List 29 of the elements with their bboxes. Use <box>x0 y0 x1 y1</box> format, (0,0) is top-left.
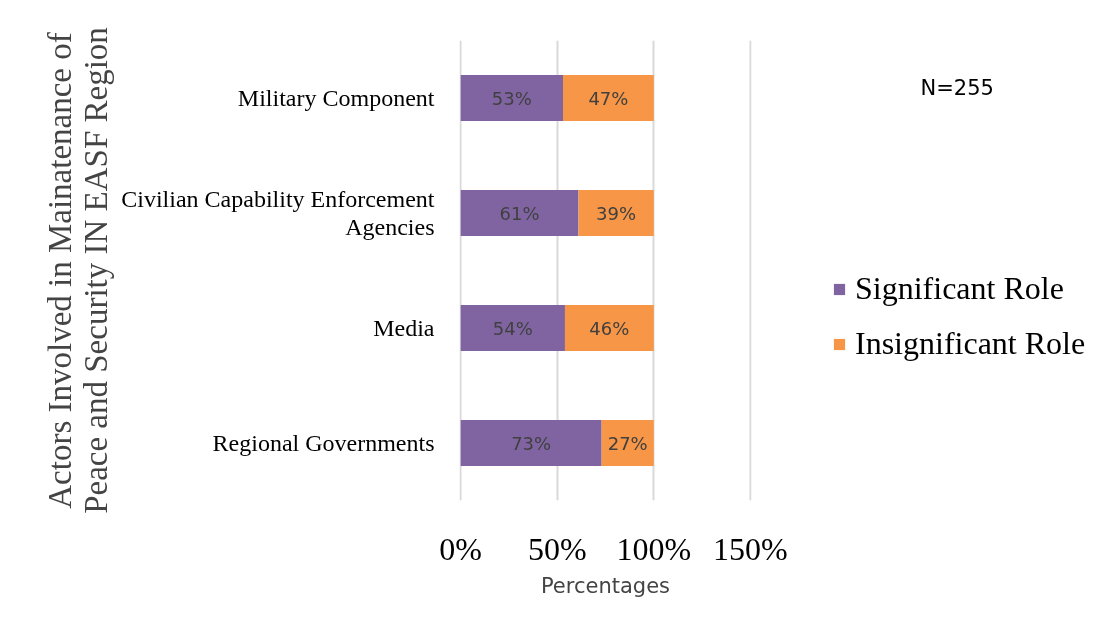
data-label: 54% <box>492 317 533 339</box>
y-tick-label: Military Component <box>237 85 435 111</box>
data-label: 53% <box>491 87 532 109</box>
x-tick-label: 50% <box>527 530 587 567</box>
bar <box>563 75 654 121</box>
data-label: 61% <box>499 202 540 224</box>
y-tick-label: Media <box>373 315 435 341</box>
bar <box>460 190 579 236</box>
legend-label: Insignificant Role <box>855 325 1086 362</box>
data-label: 46% <box>589 317 630 339</box>
x-axis-title: Percentages <box>540 573 671 598</box>
x-tick-label: 150% <box>712 530 788 567</box>
bar <box>460 75 564 121</box>
x-tick-label: 100% <box>616 530 692 567</box>
bar <box>564 305 654 351</box>
bar <box>460 420 602 466</box>
x-tick-label: 0% <box>439 530 483 567</box>
legend-label: Significant Role <box>855 270 1064 307</box>
text: N=255 <box>920 75 994 100</box>
data-label: 73% <box>511 432 552 454</box>
y-axis-title: Actors Involved in Mainatenance of Peace and Security IN EASF Region <box>42 27 115 514</box>
data-label: 27% <box>607 432 648 454</box>
data-label: 39% <box>596 202 637 224</box>
y-tick-label: Regional Governments <box>212 430 435 456</box>
data-label: 47% <box>588 87 629 109</box>
bar <box>460 305 565 351</box>
y-tick-label: Civilian Capability Enforcement Agencies <box>121 185 435 241</box>
bar <box>601 420 654 466</box>
bar <box>578 190 654 236</box>
